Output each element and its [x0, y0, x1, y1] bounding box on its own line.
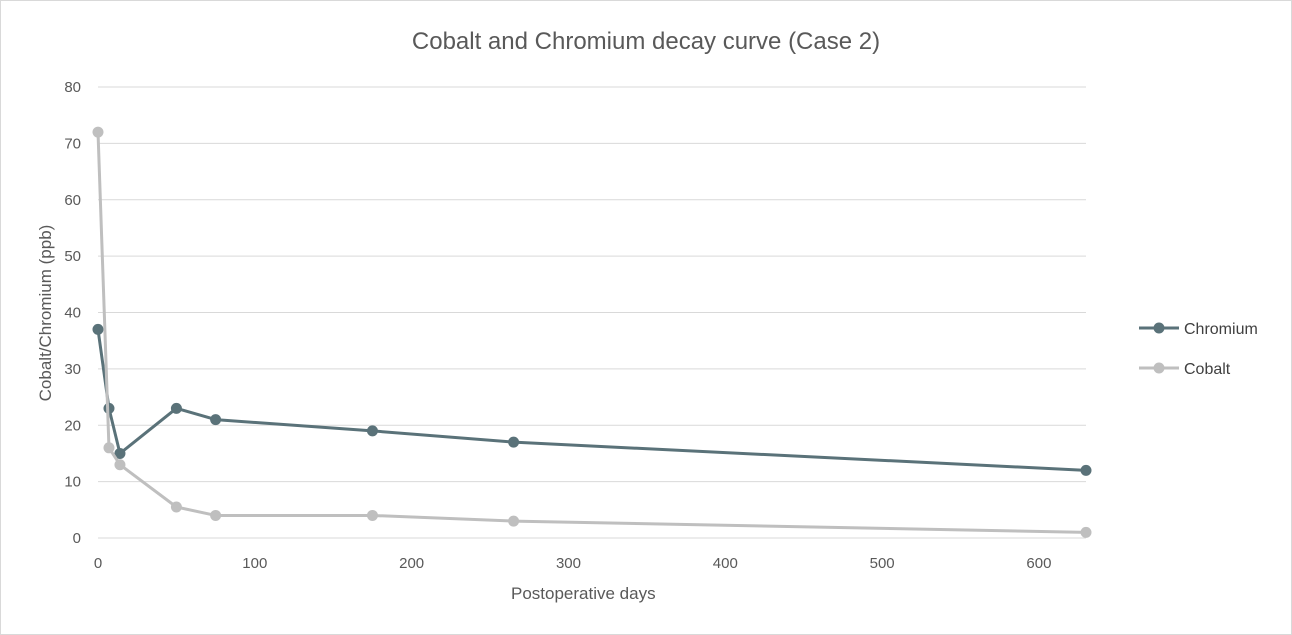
chromium-data-point — [92, 323, 104, 335]
y-tick-label: 70 — [64, 135, 81, 152]
legend-chromium-marker — [1153, 322, 1165, 334]
cobalt-data-point — [170, 501, 182, 513]
legend-cobalt-marker — [1153, 362, 1165, 374]
legend-chromium-label: Chromium — [1184, 321, 1258, 338]
series-layer — [92, 126, 1092, 538]
y-tick-label: 10 — [64, 474, 81, 491]
chromium-data-point — [366, 425, 378, 437]
chromium-data-point — [114, 447, 126, 459]
y-axis-title: Cobalt/Chromium (ppb) — [36, 225, 55, 402]
x-tick-labels: 0 100 200 300 400 500 600 — [94, 555, 1052, 572]
chromium-series-line — [96, 329, 1087, 472]
y-tick-label: 80 — [64, 79, 81, 96]
x-tick-label: 500 — [870, 555, 895, 572]
cobalt-data-point — [114, 459, 126, 471]
x-tick-label: 600 — [1026, 555, 1051, 572]
x-tick-label: 400 — [713, 555, 738, 572]
y-tick-label: 30 — [64, 361, 81, 378]
legend-cobalt-label: Cobalt — [1184, 361, 1231, 378]
x-tick-label: 0 — [94, 555, 102, 572]
x-tick-label: 100 — [242, 555, 267, 572]
chromium-data-point — [210, 414, 222, 426]
x-axis-title: Postoperative days — [511, 584, 656, 603]
cobalt-data-point — [210, 509, 222, 521]
x-tick-label: 300 — [556, 555, 581, 572]
x-tick-label: 200 — [399, 555, 424, 572]
cobalt-series-line — [96, 132, 1087, 534]
chromium-data-point — [508, 436, 520, 448]
y-tick-label: 20 — [64, 417, 81, 434]
cobalt-data-point — [508, 515, 520, 527]
legend: Chromium Cobalt — [1139, 321, 1258, 378]
chromium-data-point — [170, 402, 182, 414]
chart-title: Cobalt and Chromium decay curve (Case 2) — [412, 28, 880, 55]
y-tick-label: 40 — [64, 305, 81, 322]
y-tick-labels: 0 10 20 30 40 50 60 70 80 — [64, 79, 81, 547]
cobalt-data-point — [1080, 526, 1092, 538]
gridlines — [98, 86, 1086, 539]
y-tick-label: 50 — [64, 248, 81, 265]
cobalt-data-point — [103, 442, 115, 454]
y-tick-label: 0 — [73, 530, 81, 547]
chromium-data-point — [1080, 464, 1092, 476]
cobalt-data-point — [92, 126, 104, 138]
cobalt-data-point — [366, 509, 378, 521]
y-tick-label: 60 — [64, 192, 81, 209]
